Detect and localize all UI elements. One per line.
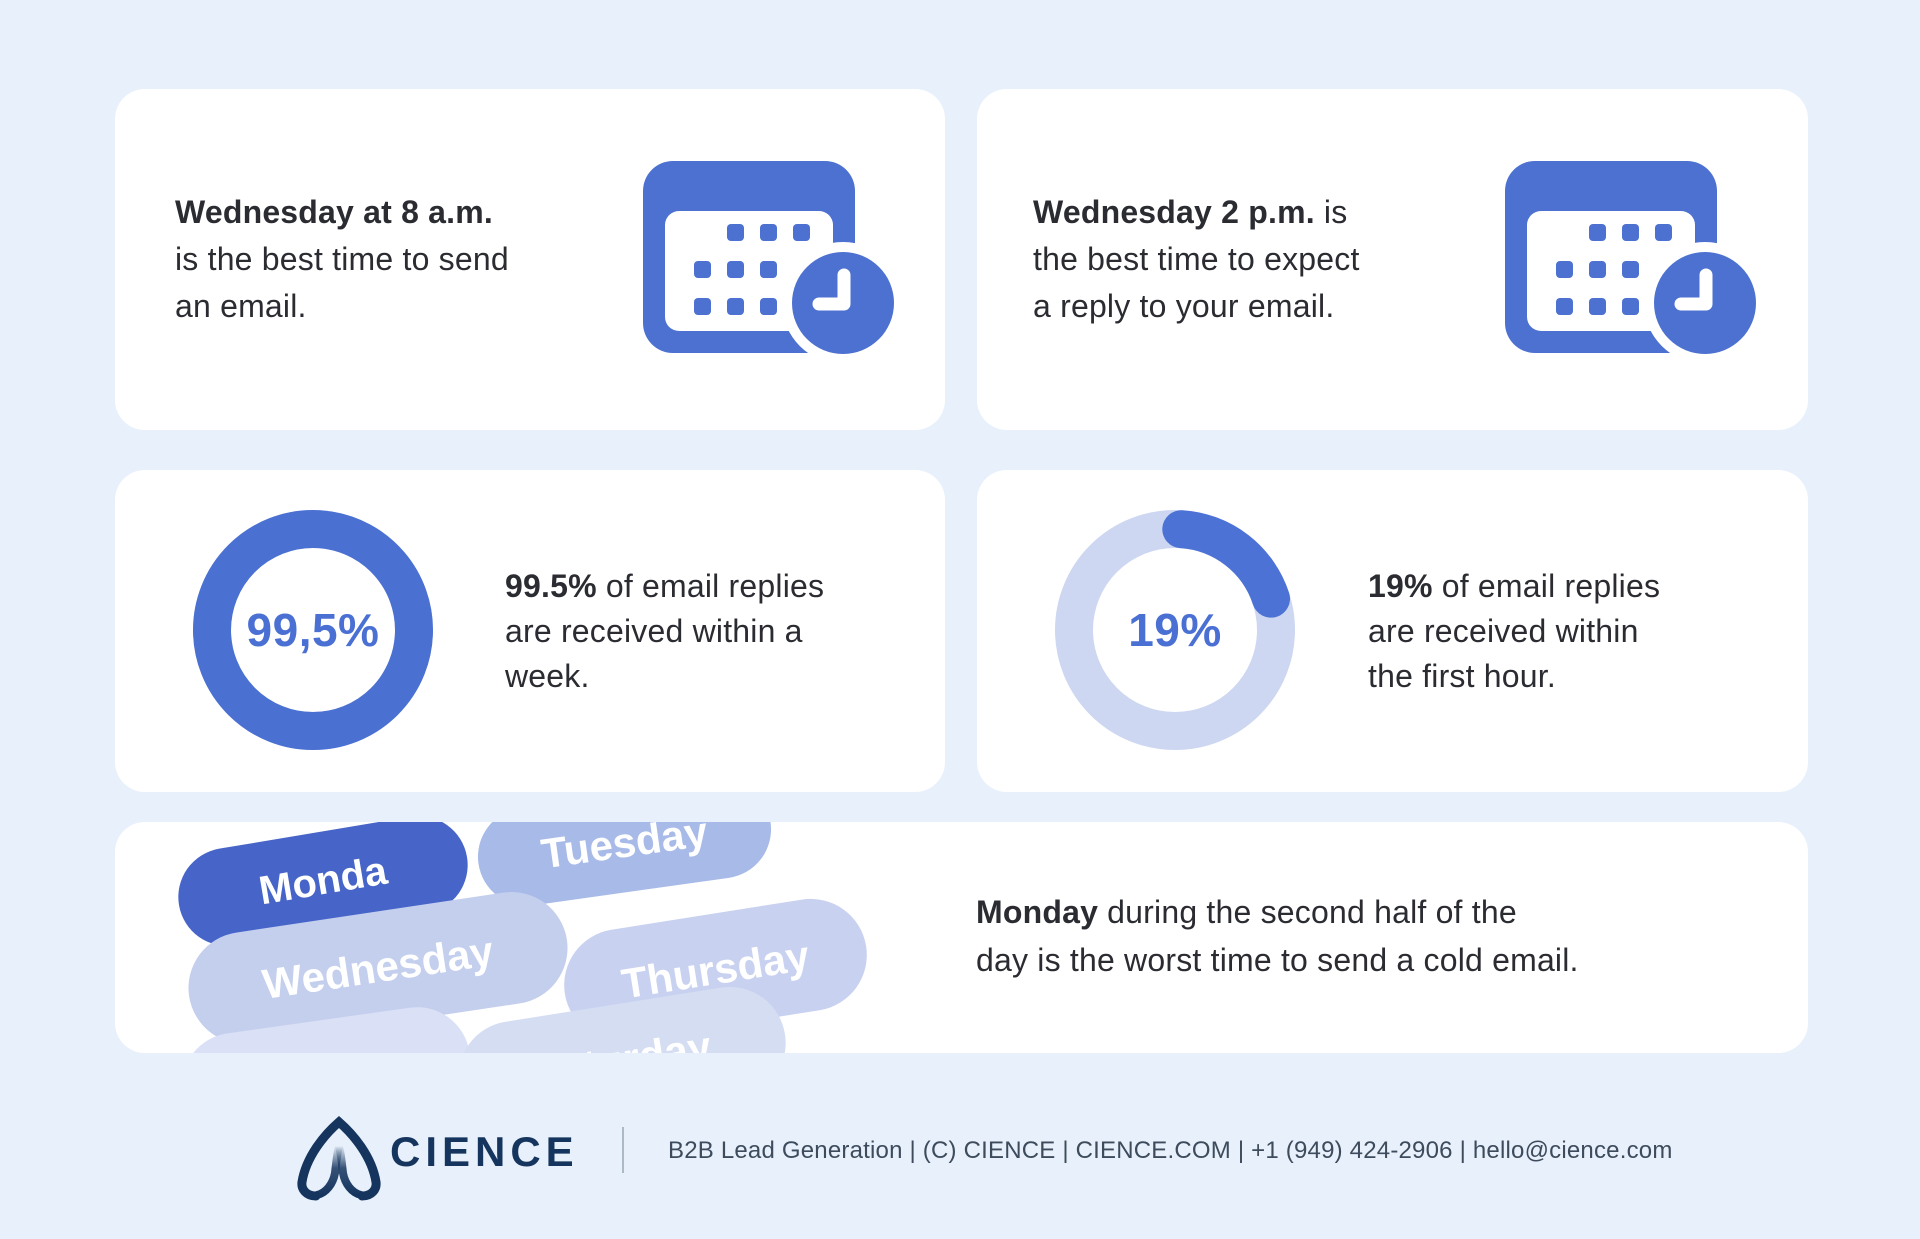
best-reply-line1-rest: is	[1314, 194, 1348, 230]
donut-chart-week: 99,5%	[191, 508, 435, 752]
donut-center-label: 19%	[1128, 604, 1222, 656]
donut-arc	[1055, 510, 1295, 750]
week-line3: week.	[505, 658, 590, 694]
card-replies-week: 99,5% 99.5% of email replies are receive…	[115, 470, 945, 792]
week-line2: are received within a	[505, 613, 803, 649]
card-replies-first-hour: 19% 19% of email replies are received wi…	[977, 470, 1808, 792]
best-reply-text: Wednesday 2 p.m. is the best time to exp…	[1033, 189, 1360, 330]
hour-line1-rest: of email replies	[1432, 568, 1661, 604]
worst-line2: day is the worst time to send a cold ema…	[976, 942, 1579, 978]
hour-stat-text: 19% of email replies are received within…	[1368, 564, 1660, 699]
best-reply-line3: a reply to your email.	[1033, 288, 1335, 324]
best-send-bold: Wednesday at 8 a.m.	[175, 194, 494, 230]
best-reply-bold: Wednesday 2 p.m.	[1033, 194, 1315, 230]
week-line1-rest: of email replies	[596, 568, 825, 604]
pill-label: Friday	[260, 1040, 392, 1053]
best-reply-line2: the best time to expect	[1033, 241, 1360, 277]
worst-time-text: Monday during the second half of the day…	[976, 888, 1579, 984]
donut-arc	[193, 510, 433, 750]
cience-wordmark: CIENCE	[390, 1128, 579, 1175]
cience-logo-icon	[297, 1116, 381, 1201]
calendar-clock-icon	[1505, 161, 1766, 364]
pill-label: Wednesday	[259, 927, 497, 1008]
hour-line2: are received within	[1368, 613, 1639, 649]
worst-bold: Monday	[976, 894, 1099, 930]
week-stat-text: 99.5% of email replies are received with…	[505, 564, 824, 699]
best-send-line2: is the best time to send	[175, 241, 509, 277]
worst-line1-rest: during the second half of the	[1098, 894, 1517, 930]
donut-center-label: 99,5%	[246, 604, 380, 656]
hour-line3: the first hour.	[1368, 658, 1556, 694]
card-best-reply-time: Wednesday 2 p.m. is the best time to exp…	[977, 89, 1808, 430]
donut-chart-hour: 19%	[1053, 508, 1297, 752]
pill-label: Saturday	[529, 1022, 714, 1053]
best-send-text: Wednesday at 8 a.m. is the best time to …	[175, 189, 509, 330]
card-best-send-time: Wednesday at 8 a.m. is the best time to …	[115, 89, 945, 430]
hour-stat-bold: 19%	[1368, 568, 1433, 604]
footer-divider	[622, 1127, 624, 1173]
calendar-clock-icon	[643, 161, 904, 364]
footer-contact-info: B2B Lead Generation | (C) CIENCE | CIENC…	[668, 1137, 1673, 1164]
pill-label: Monda	[255, 848, 391, 913]
best-send-line3: an email.	[175, 288, 307, 324]
card-worst-time: Monda Tuesday Wednesday Thursday Friday …	[115, 822, 1808, 1053]
pill-label: Tuesday	[538, 822, 711, 878]
week-stat-bold: 99.5%	[505, 568, 597, 604]
